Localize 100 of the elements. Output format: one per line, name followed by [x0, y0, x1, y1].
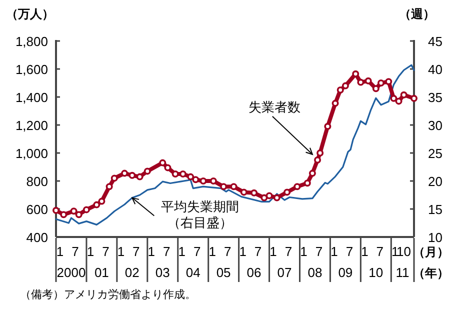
point: [82, 206, 90, 214]
point: [324, 122, 332, 130]
point: [220, 183, 228, 190]
y2-tick-label: 40: [428, 62, 442, 77]
x2-tick-label: 02: [124, 265, 140, 280]
point: [332, 100, 339, 107]
point: [164, 164, 172, 172]
y-tick-label: 800: [26, 174, 48, 189]
x-tick-label: 1: [392, 244, 399, 259]
x-tick-label: 1: [330, 244, 338, 259]
x-tick-label: 7: [132, 244, 140, 259]
x-tick-label: 7: [224, 244, 232, 259]
x-tick-label: 7: [254, 244, 262, 259]
y2-tick-label: 10: [428, 230, 442, 245]
x-tick-label: 7: [376, 244, 384, 259]
y-tick-label: 1,600: [15, 62, 48, 77]
x2-axis-title: （年）: [413, 266, 449, 280]
point: [240, 188, 248, 196]
point: [93, 201, 100, 208]
x2-tick-label: 06: [246, 265, 262, 280]
point: [110, 174, 118, 182]
point: [106, 183, 113, 190]
x-tick-label: 1: [117, 244, 125, 259]
point: [266, 192, 273, 200]
x2-tick-label: 08: [308, 265, 322, 280]
x2-tick-label: 11: [396, 265, 410, 280]
point: [377, 80, 384, 86]
point: [308, 170, 316, 177]
point: [187, 173, 194, 180]
point: [400, 91, 408, 98]
point: [284, 188, 291, 196]
x-tick-label: 7: [72, 244, 79, 259]
point: [304, 180, 311, 187]
point: [250, 189, 258, 196]
x-tick-label: 10: [396, 244, 411, 259]
x-tick-label: 1: [178, 244, 186, 259]
point: [136, 173, 144, 180]
y2-tick-label: 15: [428, 202, 442, 217]
y-tick-label: 1,400: [15, 90, 48, 105]
y2-tick-label: 30: [428, 118, 442, 133]
point: [179, 170, 186, 178]
x-tick-label: 1: [361, 244, 368, 259]
text: （備考）アメリカ労働省より作成。: [20, 288, 196, 301]
x-tick-label: 7: [102, 244, 110, 259]
y2-tick-label: 20: [428, 174, 442, 189]
x-axis-title: （月）: [413, 245, 449, 259]
point: [316, 150, 324, 156]
point: [314, 156, 322, 164]
point: [372, 85, 380, 92]
x2-tick-label: 03: [155, 265, 170, 280]
point: [364, 77, 372, 84]
x-tick-label: 7: [193, 244, 201, 259]
annotation: 平均失業期間（右目盛）: [161, 198, 240, 230]
x-tick-label: 7: [315, 244, 323, 259]
point: [273, 194, 280, 202]
x2-tick-label: 05: [216, 265, 231, 280]
point: [410, 94, 418, 102]
y2-tick-label: 25: [428, 146, 442, 161]
x-tick-label: 1: [86, 244, 94, 259]
point: [390, 94, 398, 102]
point: [159, 159, 166, 166]
y-tick-label: 1,200: [15, 118, 48, 133]
point: [60, 211, 68, 218]
x-tick-label: 7: [163, 244, 170, 259]
y-axis-title: （万人）: [6, 7, 54, 21]
point: [128, 172, 136, 179]
point: [192, 176, 200, 184]
x2-tick-label: 04: [186, 265, 200, 280]
x-tick-label: 1: [208, 244, 216, 259]
x2-tick-label: 09: [338, 265, 353, 280]
point: [294, 183, 301, 190]
annotation: 失業者数: [248, 99, 300, 114]
point: [121, 170, 128, 177]
y2-tick-label: 45: [428, 34, 442, 49]
x-tick-label: 1: [56, 244, 64, 259]
x-tick-label: 7: [346, 244, 354, 259]
x-tick-label: 1: [148, 244, 156, 259]
point: [336, 86, 344, 94]
point: [210, 178, 217, 184]
point: [395, 98, 402, 105]
x2-tick-label: 07: [277, 265, 292, 280]
point: [52, 206, 60, 214]
point: [385, 78, 392, 86]
x-tick-label: 1: [270, 244, 277, 259]
x2-tick-label: 2000: [56, 265, 86, 280]
point: [172, 170, 179, 178]
point: [70, 208, 78, 215]
x2-tick-label: 01: [94, 265, 109, 280]
y2-tick-label: 35: [428, 90, 442, 105]
point: [357, 78, 364, 86]
x-tick-label: 7: [284, 244, 292, 259]
point: [144, 168, 151, 175]
point: [98, 198, 106, 205]
x-tick-label: 1: [300, 244, 308, 259]
y-tick-label: 1,800: [15, 34, 48, 49]
y2-axis-title: （週）: [399, 7, 435, 21]
point: [342, 82, 349, 90]
point: [230, 183, 238, 190]
y-tick-label: 400: [26, 230, 48, 245]
y-tick-label: 600: [26, 202, 48, 217]
